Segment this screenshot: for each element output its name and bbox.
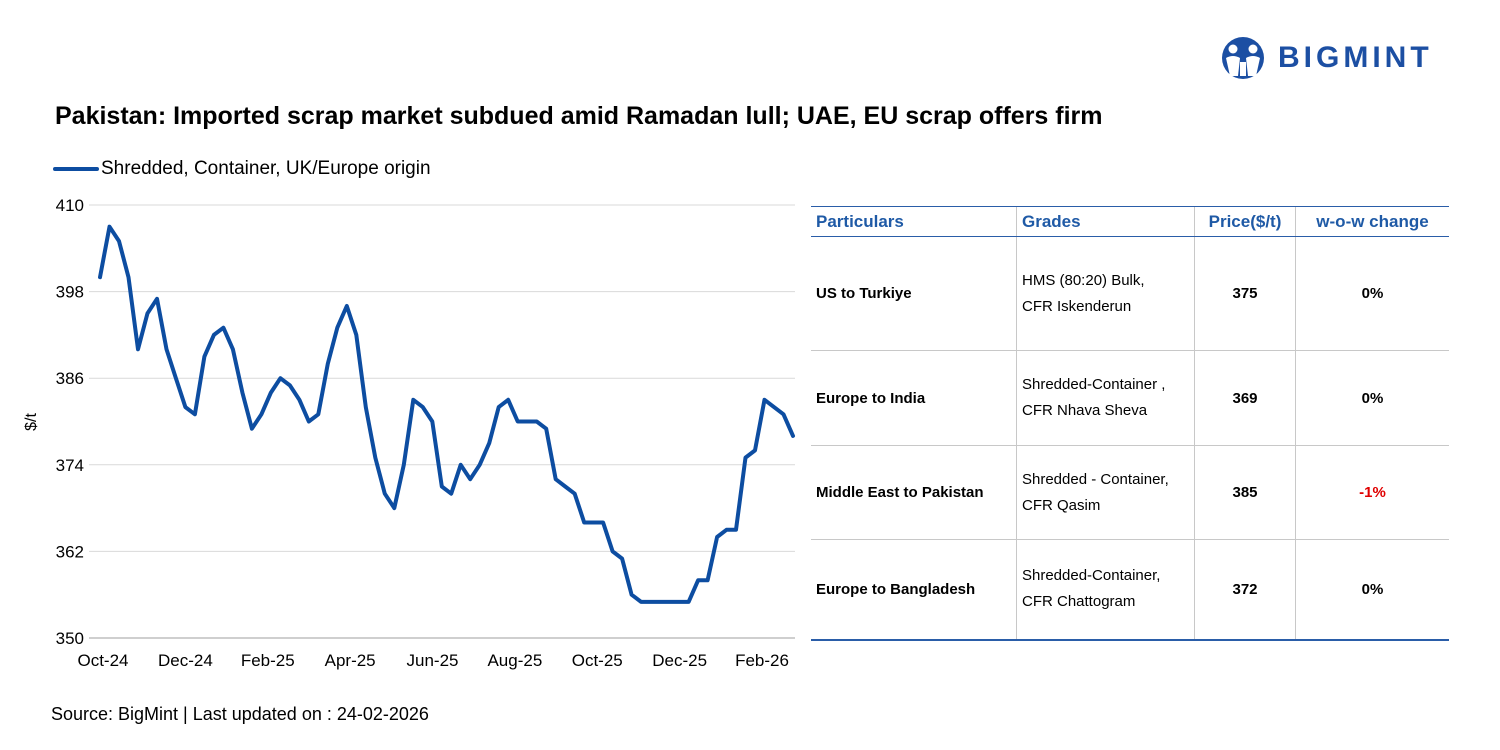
y-axis-label: $/t bbox=[23, 413, 40, 431]
x-tick-label: Dec-24 bbox=[158, 651, 213, 670]
y-tick-label: 362 bbox=[56, 542, 84, 561]
legend-swatch bbox=[53, 167, 99, 171]
price-table: Particulars Grades Price($/t) w-o-w chan… bbox=[811, 206, 1449, 641]
x-axis-ticks: Oct-24 Dec-24 Feb-25 Apr-25 Jun-25 Aug-25 Oct-… bbox=[77, 651, 788, 670]
row-particular: Europe to Bangladesh bbox=[811, 539, 1017, 641]
x-tick-label: Feb-25 bbox=[241, 651, 295, 670]
row-change: -1% bbox=[1295, 445, 1449, 540]
chart-grid bbox=[89, 204, 795, 552]
x-tick-label: Aug-25 bbox=[487, 651, 542, 670]
chart-legend: Shredded, Container, UK/Europe origin bbox=[53, 158, 431, 180]
brand-name: BIGMINT bbox=[1278, 41, 1433, 74]
x-tick-label: Oct-24 bbox=[77, 651, 128, 670]
y-tick-label: 374 bbox=[56, 456, 84, 475]
x-tick-label: Feb-26 bbox=[735, 651, 789, 670]
legend-label: Shredded, Container, UK/Europe origin bbox=[101, 158, 431, 179]
row-price: 375 bbox=[1194, 236, 1296, 351]
y-tick-label: 410 bbox=[56, 196, 84, 215]
table-row: Middle East to Pakistan Shredded - Conta… bbox=[811, 445, 1449, 540]
row-price: 372 bbox=[1194, 539, 1296, 641]
row-particular: Middle East to Pakistan bbox=[811, 445, 1017, 540]
y-tick-label: 386 bbox=[56, 369, 84, 388]
row-change: 0% bbox=[1295, 236, 1449, 351]
table-header-row: Particulars Grades Price($/t) w-o-w chan… bbox=[811, 206, 1449, 237]
row-price: 385 bbox=[1194, 445, 1296, 540]
bigmint-logo-icon bbox=[1222, 37, 1264, 79]
table-row: US to Turkiye HMS (80:20) Bulk, CFR Isken… bbox=[811, 236, 1449, 351]
row-grade: HMS (80:20) Bulk, CFR Iskenderun bbox=[1016, 236, 1195, 351]
row-grade: Shredded-Container, CFR Chattogram bbox=[1016, 539, 1195, 641]
row-particular: US to Turkiye bbox=[811, 236, 1017, 351]
x-tick-label: Oct-25 bbox=[572, 651, 623, 670]
y-tick-label: 398 bbox=[56, 283, 84, 302]
row-particular: Europe to India bbox=[811, 350, 1017, 446]
row-change: 0% bbox=[1295, 350, 1449, 446]
y-tick-label: 350 bbox=[56, 629, 84, 648]
row-price: 369 bbox=[1194, 350, 1296, 446]
header-grades: Grades bbox=[1016, 206, 1195, 237]
y-axis-ticks: 410 398 386 374 362 350 bbox=[56, 196, 84, 648]
header-price: Price($/t) bbox=[1194, 206, 1296, 237]
series-line bbox=[98, 224, 795, 604]
x-tick-label: Apr-25 bbox=[325, 651, 376, 670]
row-change: 0% bbox=[1295, 539, 1449, 641]
table-row: Europe to India Shredded-Container , CFR … bbox=[811, 350, 1449, 446]
row-grade: Shredded-Container , CFR Nhava Sheva bbox=[1016, 350, 1195, 446]
x-tick-label: Jun-25 bbox=[407, 651, 459, 670]
row-grade: Shredded - Container, CFR Qasim bbox=[1016, 445, 1195, 540]
header-change: w-o-w change bbox=[1295, 206, 1449, 237]
source-note: Source: BigMint | Last updated on : 24-0… bbox=[51, 704, 429, 724]
bigmint-logo: BIGMINT bbox=[1218, 36, 1433, 80]
line-chart: 410 398 386 374 362 350 Oct-24 Dec-24 Feb-25 Apr… bbox=[23, 196, 795, 670]
x-tick-label: Dec-25 bbox=[652, 651, 707, 670]
page-title: Pakistan: Imported scrap market subdued … bbox=[55, 102, 1103, 130]
header-particulars: Particulars bbox=[811, 206, 1017, 237]
table-row: Europe to Bangladesh Shredded-Container,… bbox=[811, 539, 1449, 641]
